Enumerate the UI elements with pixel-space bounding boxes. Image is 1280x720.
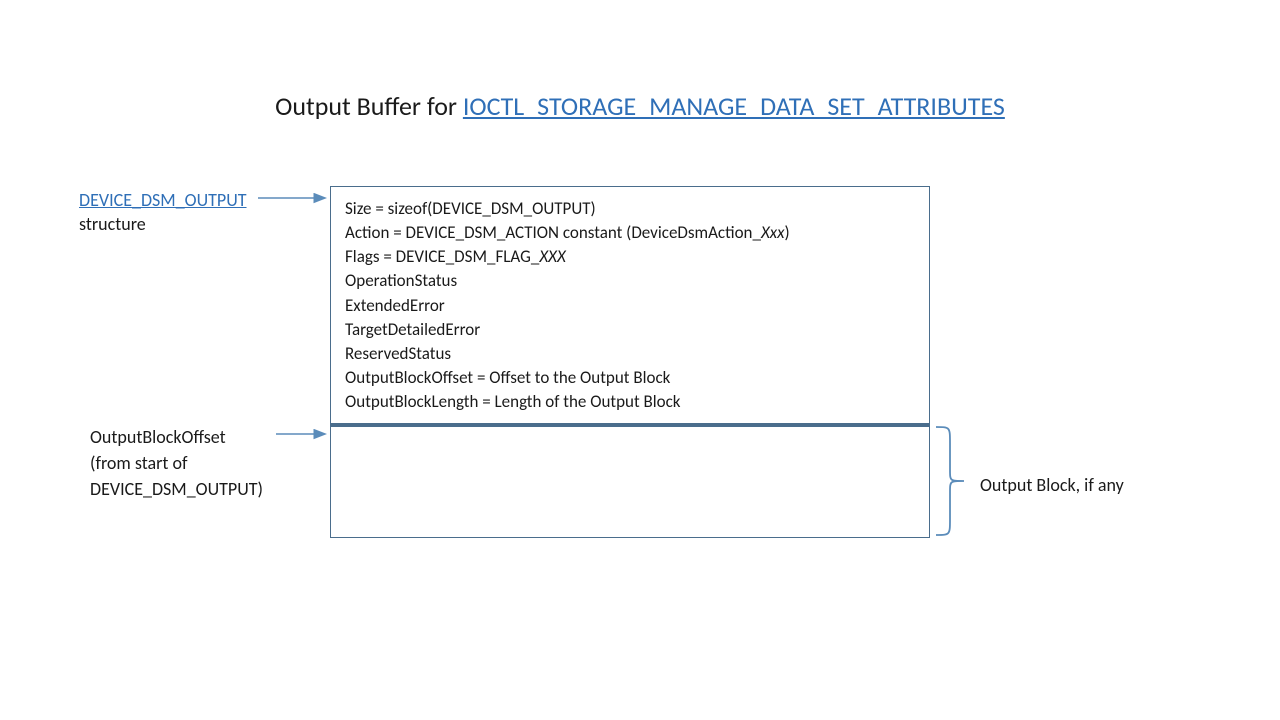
struct-line-reserved: ReservedStatus	[345, 342, 915, 366]
offset-line3: DEVICE_DSM_OUTPUT)	[90, 478, 263, 500]
output-block-box	[330, 424, 930, 538]
title-prefix: Output Buffer for	[275, 90, 463, 122]
dsm-output-suffix: structure	[79, 213, 146, 235]
struct-line-size: Size = sizeof(DEVICE_DSM_OUTPUT)	[345, 197, 915, 221]
left-label-dsm-output: DEVICE_DSM_OUTPUT structure	[79, 188, 247, 237]
struct-line-outlength: OutputBlockLength = Length of the Output…	[345, 390, 915, 414]
left-label-output-block-offset: OutputBlockOffset (from start of DEVICE_…	[90, 424, 263, 502]
offset-line1: OutputBlockOffset	[90, 426, 226, 448]
title-link[interactable]: IOCTL_STORAGE_MANAGE_DATA_SET_ATTRIBUTES	[463, 90, 1005, 122]
page-title: Output Buffer for IOCTL_STORAGE_MANAGE_D…	[0, 90, 1280, 122]
dsm-output-link[interactable]: DEVICE_DSM_OUTPUT	[79, 189, 247, 211]
struct-box: Size = sizeof(DEVICE_DSM_OUTPUT) Action …	[330, 186, 930, 424]
struct-line-action: Action = DEVICE_DSM_ACTION constant (Dev…	[345, 221, 915, 245]
struct-line-exterror: ExtendedError	[345, 294, 915, 318]
offset-line2: (from start of	[90, 452, 188, 474]
brace-output-block	[936, 427, 964, 535]
right-label-output-block: Output Block, if any	[980, 474, 1124, 496]
struct-line-opstatus: OperationStatus	[345, 269, 915, 293]
struct-line-flags: Flags = DEVICE_DSM_FLAG_XXX	[345, 245, 915, 269]
struct-line-targeterror: TargetDetailedError	[345, 318, 915, 342]
struct-line-outoffset: OutputBlockOffset = Offset to the Output…	[345, 366, 915, 390]
